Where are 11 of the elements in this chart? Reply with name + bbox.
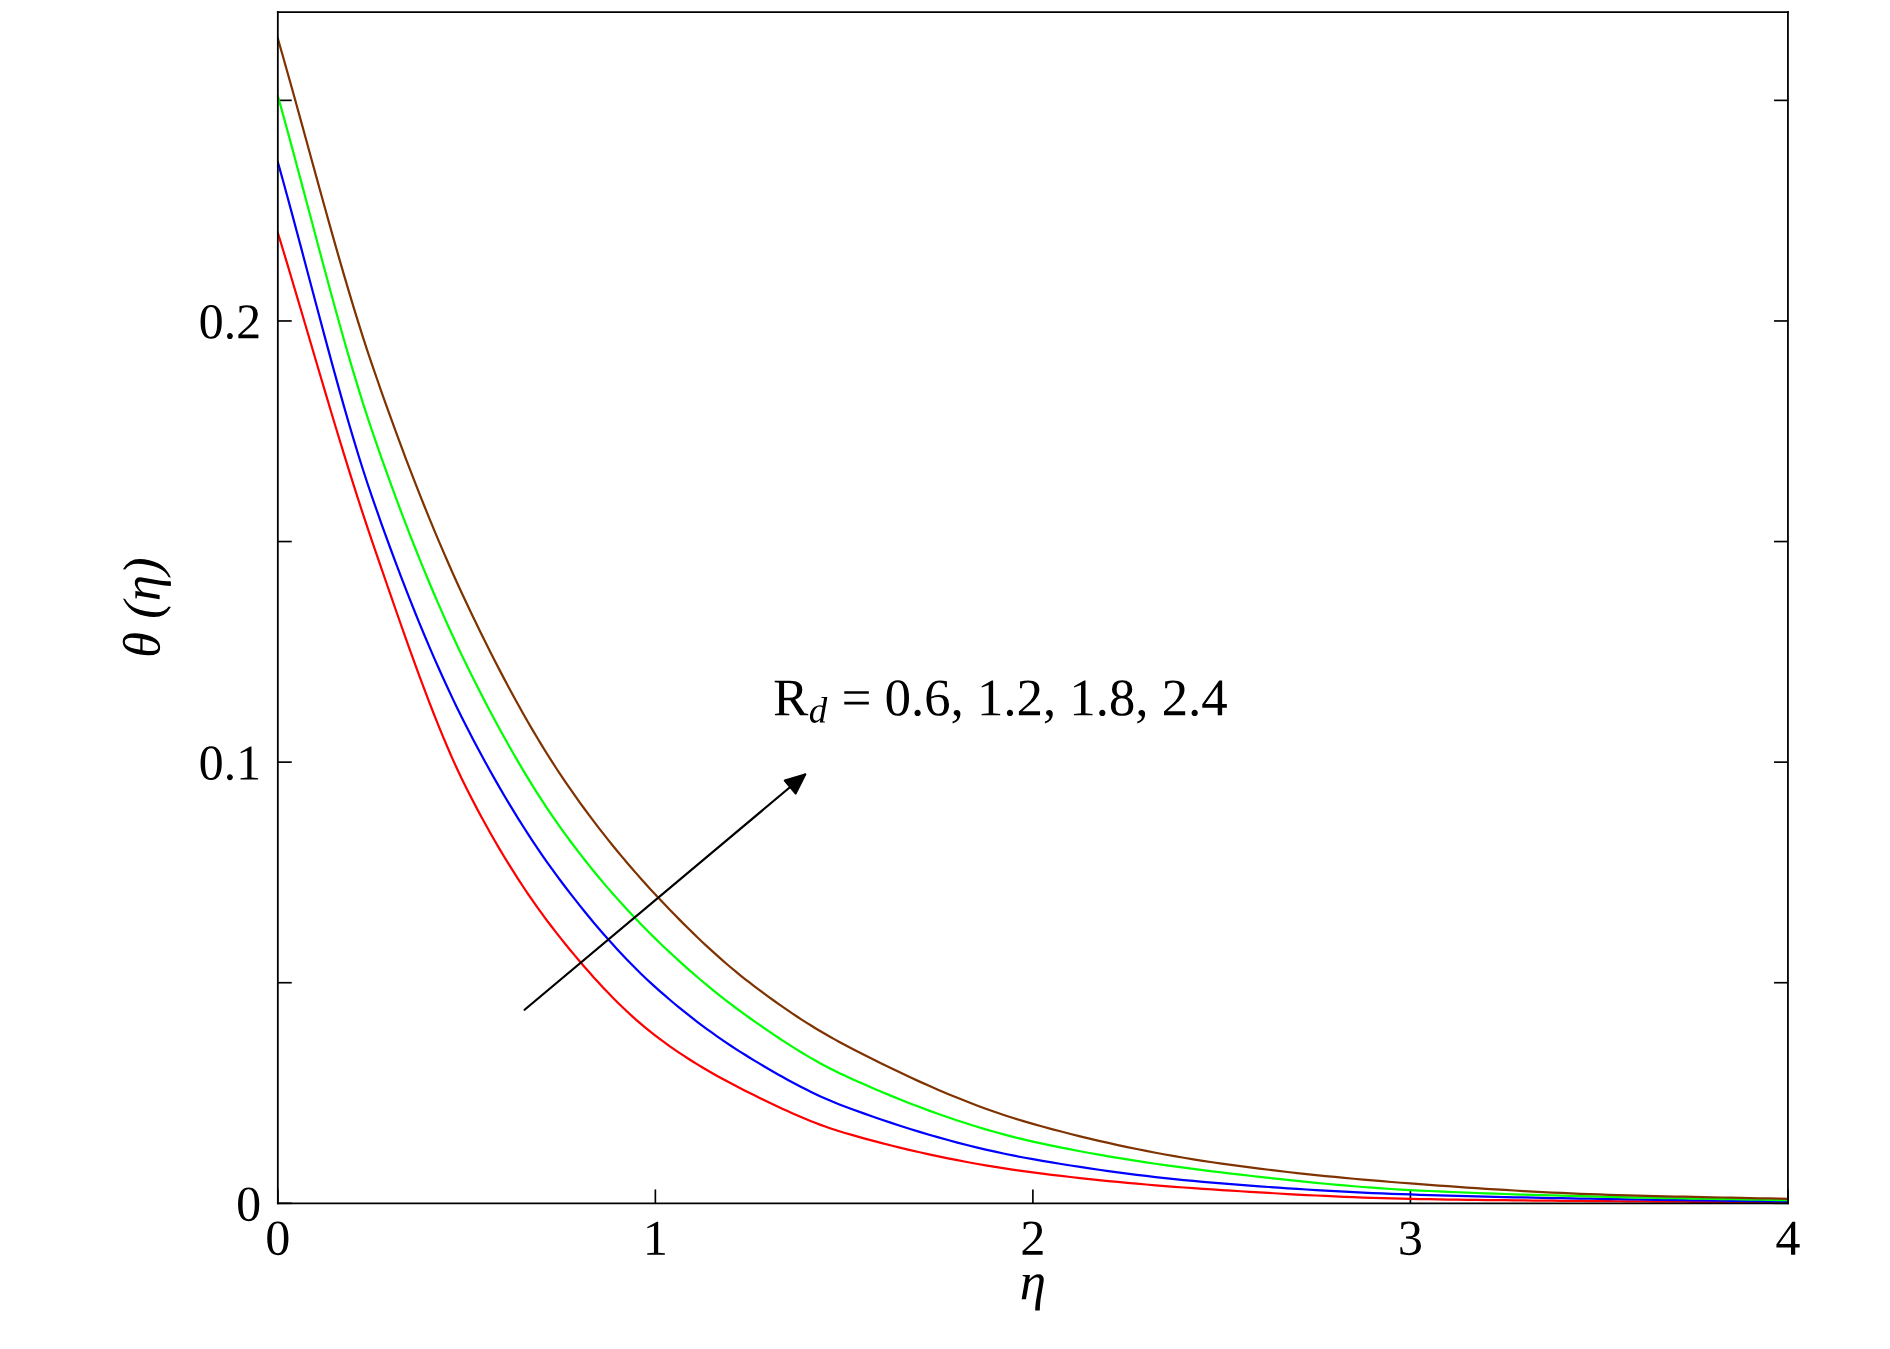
x-tick-label: 4	[1776, 1221, 1800, 1255]
x-tick-label: 1	[647, 1221, 665, 1255]
y-axis-title: θ (η)	[122, 559, 171, 656]
x-tick-label: 3	[1400, 1221, 1421, 1256]
y-tick-label: 0.2	[200, 305, 259, 340]
x-tick-label: 0	[267, 1221, 289, 1256]
x-tick-label: 2	[1022, 1221, 1043, 1255]
y-tick-label: 0.1	[200, 746, 259, 781]
annotation: R$_{d}$ = 0.6, 1.2, 1.8, 2.4	[774, 680, 1227, 724]
y-tick-label: 0	[238, 1187, 260, 1222]
x-axis-title: η	[1021, 1274, 1044, 1311]
